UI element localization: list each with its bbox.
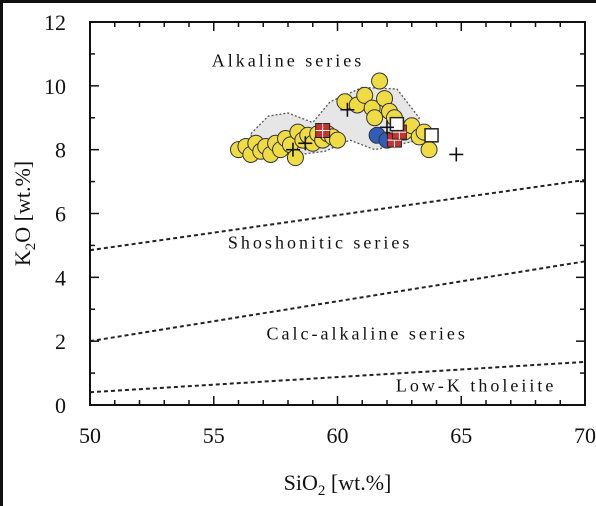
image-border-top — [0, 0, 596, 3]
data-point-plus-4 — [380, 120, 394, 135]
data-point-circle-36 — [420, 141, 438, 159]
data-point-circle-21 — [329, 131, 346, 149]
y-tick-label-0: 0 — [55, 393, 66, 418]
data-point-plus-5 — [449, 147, 464, 162]
series-boundary-line-1 — [89, 178, 586, 252]
y-tick-label-12: 12 — [44, 10, 66, 35]
y-axis-title: K2O [wt.%] — [10, 161, 39, 266]
y-tick-label-8: 8 — [55, 138, 66, 163]
data-point-circle-12 — [286, 149, 304, 167]
data-point-circle-24 — [356, 86, 374, 104]
data-point-square-open-1 — [389, 116, 405, 132]
boundary-lines-layer — [89, 178, 586, 394]
data-point-circle-26 — [366, 109, 384, 127]
data-point-circle-27 — [371, 72, 389, 90]
x-tick-label-70: 70 — [574, 423, 596, 448]
field-label-4: Low-K tholeiite — [396, 376, 556, 396]
y-tick-label-2: 2 — [55, 329, 66, 354]
data-point-plus-1 — [340, 102, 355, 117]
data-point-plus-2 — [285, 142, 300, 157]
field-label-2: Shoshonitic series — [228, 233, 413, 253]
series-boundary-line-3 — [89, 360, 586, 394]
x-tick-label-55: 55 — [203, 423, 225, 448]
data-point-square-grid-1 — [315, 123, 331, 139]
x-tick-label-65: 65 — [450, 423, 472, 448]
y-tick-label-6: 6 — [55, 202, 66, 227]
y-tick-label-10: 10 — [44, 74, 66, 99]
axes-layer: 50 55 60 65 70 0 2 4 6 8 10 12 — [44, 10, 596, 448]
x-tick-label-60: 60 — [327, 423, 349, 448]
field-labels-layer: Alkaline series Shoshonitic series Calc-al… — [212, 51, 556, 396]
data-point-plus-3 — [298, 136, 313, 151]
plot-frame — [89, 21, 586, 406]
field-label-3: Calc-alkaline series — [266, 324, 467, 344]
data-point-square-open-2 — [424, 128, 439, 143]
image-border-left — [0, 0, 3, 506]
data-points-layer — [230, 72, 464, 167]
x-axis-title: SiO2 [wt.%] — [284, 470, 392, 499]
x-tick-label-50: 50 — [79, 423, 101, 448]
y-tick-label-4: 4 — [55, 265, 66, 290]
field-label-1: Alkaline series — [212, 51, 364, 71]
